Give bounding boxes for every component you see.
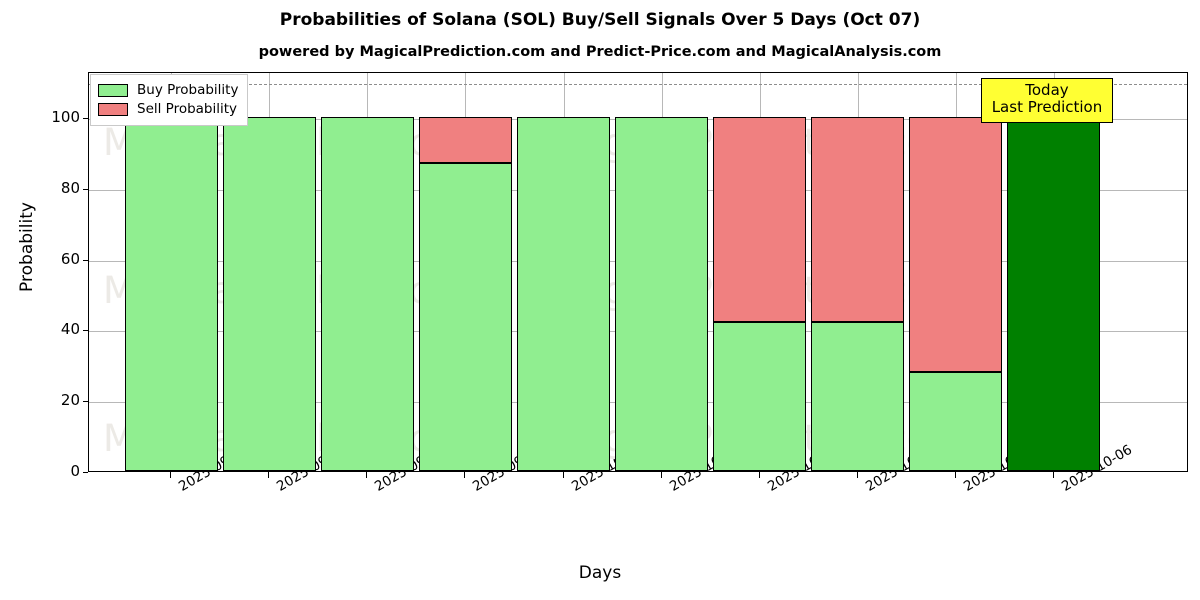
legend-swatch (98, 84, 128, 97)
bar-group[interactable] (419, 73, 512, 471)
legend-swatch (98, 103, 128, 116)
x-axis-tick-mark (464, 472, 466, 478)
y-axis-tick-mark (83, 259, 88, 261)
bar-group[interactable] (321, 73, 414, 471)
bar-segment-sell[interactable] (811, 117, 904, 323)
y-axis-tick-label: 80 (60, 178, 80, 197)
x-axis-tick-label: 2025-10-01 (569, 442, 645, 495)
bar-segment-buy[interactable] (517, 117, 610, 471)
x-axis-tick-label: 2025-10-03 (765, 442, 841, 495)
bar-group[interactable] (909, 73, 1002, 471)
x-axis-tick-label: 2025-09-29 (372, 442, 448, 495)
x-axis-tick-label: 2025-09-28 (274, 442, 350, 495)
bar-segment-buy[interactable] (615, 117, 708, 471)
x-axis-tick-mark (758, 472, 760, 478)
chart-legend: Buy Probability Sell Probability (90, 74, 249, 126)
reference-dashed-line (89, 83, 1187, 85)
bar-segment-buy[interactable] (811, 322, 904, 471)
bar-segment-buy[interactable] (713, 322, 806, 471)
bar-segment-buy[interactable] (909, 371, 1002, 471)
bar-segment-sell[interactable] (713, 117, 806, 323)
y-axis-label: Probability (17, 202, 37, 292)
bar-segment-today[interactable] (1007, 117, 1101, 471)
bar-group[interactable] (517, 73, 610, 471)
annotation-line-2: Last Prediction (991, 98, 1103, 117)
y-axis-tick-label: 40 (60, 320, 80, 339)
x-axis-tick-label: 2025-10-06 (1059, 442, 1135, 495)
x-axis-tick-mark (366, 472, 368, 478)
bar-segment-buy[interactable] (321, 117, 414, 471)
x-axis-tick-label: 2025-10-04 (863, 442, 939, 495)
chart-subtitle: powered by MagicalPrediction.com and Pre… (258, 44, 942, 60)
x-axis-tick-mark (660, 472, 662, 478)
bar-group[interactable] (811, 73, 904, 471)
y-axis-tick-label: 20 (60, 391, 80, 410)
bar-group[interactable] (713, 73, 806, 471)
x-axis-tick-label: 2025-10-02 (667, 442, 743, 495)
x-axis-label: Days (578, 563, 622, 583)
x-axis-tick-mark (268, 472, 270, 478)
bar-group[interactable] (615, 73, 708, 471)
legend-label: Buy Probability (137, 81, 239, 98)
chart-title: Probabilities of Solana (SOL) Buy/Sell S… (279, 10, 921, 30)
bar-group[interactable] (223, 73, 316, 471)
bar-group[interactable] (1007, 73, 1101, 471)
x-axis-tick-mark (954, 472, 956, 478)
legend-label: Sell Probability (137, 100, 238, 117)
bar-segment-sell[interactable] (909, 117, 1002, 372)
x-axis-tick-label: 2025-09-30 (470, 442, 546, 495)
y-axis-tick-mark (83, 401, 88, 403)
plot-area: MagicalAnalysis.comMagicalPrediction.com… (88, 72, 1188, 472)
bar-segment-buy[interactable] (223, 117, 316, 471)
y-axis-tick-label: 60 (60, 249, 80, 268)
x-axis-tick-mark (562, 472, 564, 478)
y-axis-tick-mark (83, 188, 88, 190)
bar-group[interactable] (125, 73, 218, 471)
bar-segment-buy[interactable] (419, 163, 512, 471)
legend-item[interactable]: Sell Probability (98, 100, 238, 119)
legend-item[interactable]: Buy Probability (98, 81, 238, 100)
bar-segment-sell[interactable] (419, 117, 512, 164)
y-axis-tick-mark (83, 472, 88, 473)
y-axis-tick-label: 0 (70, 462, 80, 480)
annotation-line-1: Today (1025, 81, 1069, 99)
x-axis-tick-mark (170, 472, 172, 478)
x-axis-tick-label: 2025-10-05 (961, 442, 1037, 495)
y-axis-tick-mark (83, 330, 88, 332)
today-last-prediction-annotation: Today Last Prediction (980, 78, 1114, 123)
x-axis-tick-mark (1052, 472, 1054, 478)
x-axis-tick-mark (856, 472, 858, 478)
y-axis-tick-label: 100 (51, 108, 80, 127)
x-axis-tick-label: 2025-09-27 (176, 442, 252, 495)
y-axis-tick-mark (83, 118, 88, 120)
bar-segment-buy[interactable] (125, 117, 218, 471)
